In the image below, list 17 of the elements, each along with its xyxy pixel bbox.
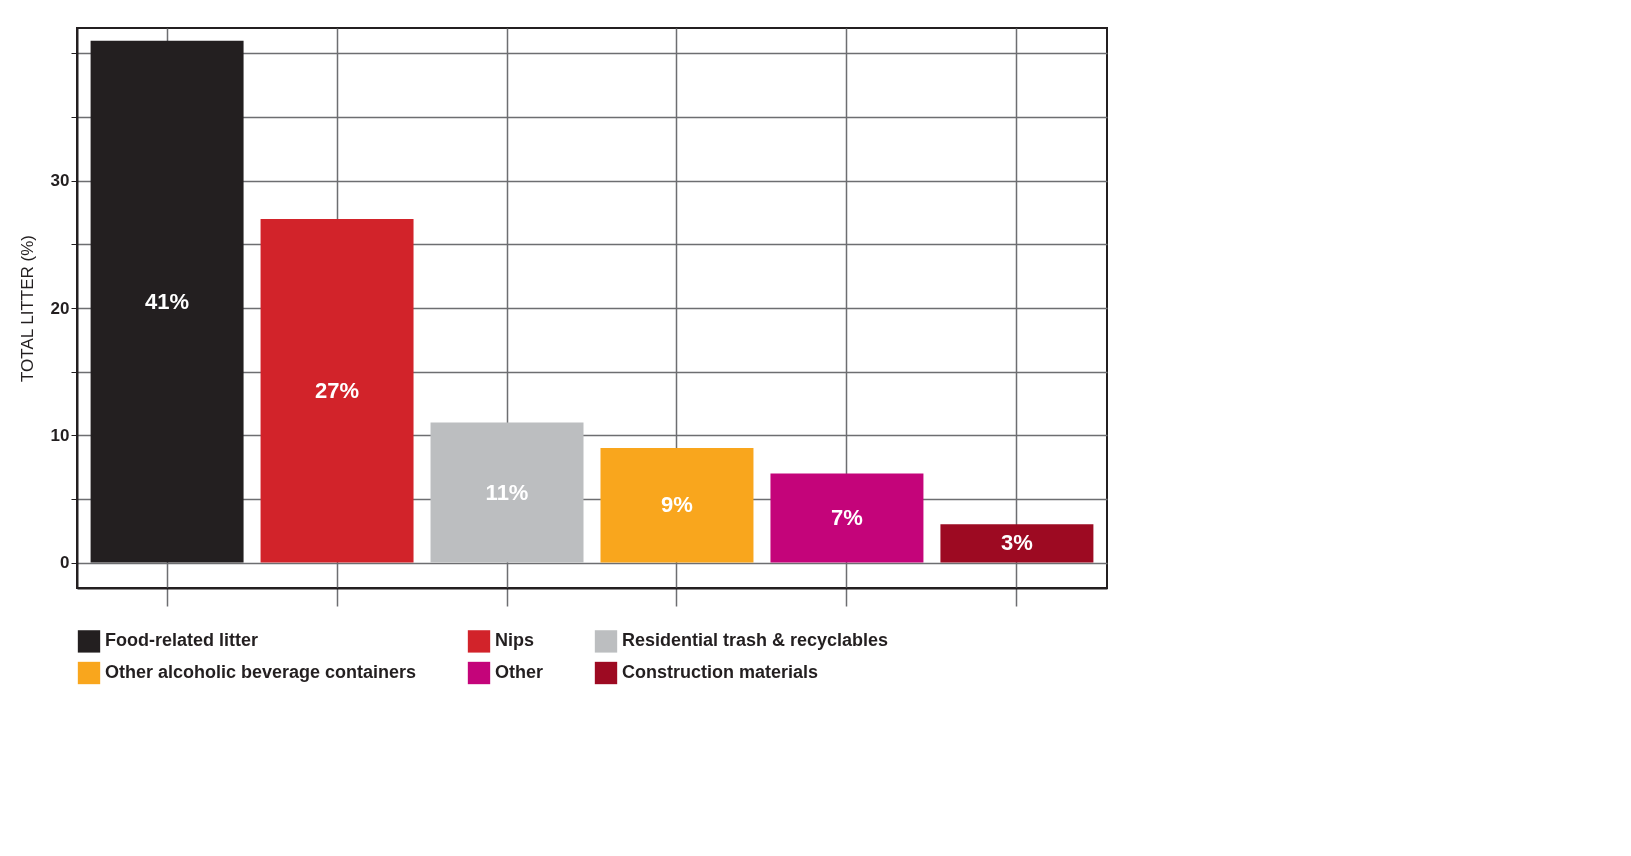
legend-label: Other — [495, 662, 544, 682]
y-tick-label: 30 — [50, 171, 70, 191]
y-axis-title: TOTAL LITTER (%) — [17, 234, 37, 383]
y-tick-label: 10 — [50, 425, 70, 445]
legend-label: Construction materials — [622, 662, 819, 682]
y-tick-label: 0 — [60, 553, 70, 573]
data-label: 27% — [315, 377, 360, 403]
legend-label: Food-related litter — [105, 630, 259, 651]
data-label: 3% — [1001, 530, 1033, 556]
data-label: 11% — [485, 479, 529, 505]
y-tick-label: 20 — [50, 298, 70, 318]
data-label: 7% — [831, 505, 863, 530]
legend-label: Nips — [495, 630, 535, 651]
data-label: 41% — [145, 288, 190, 314]
legend-label: Residential trash & recyclables — [622, 630, 889, 651]
legend-label: Other alcoholic beverage containers — [105, 662, 417, 682]
data-label: 9% — [661, 492, 693, 518]
